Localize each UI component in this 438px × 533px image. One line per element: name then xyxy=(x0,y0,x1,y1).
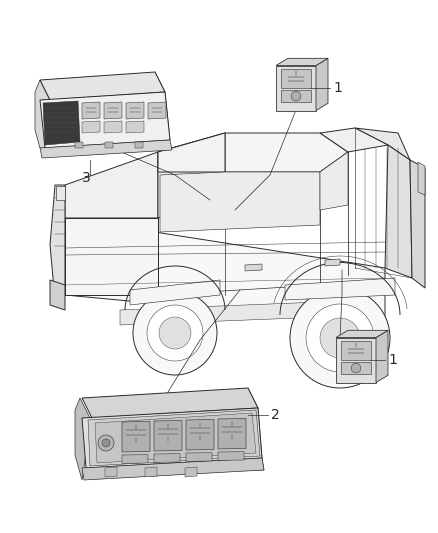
Polygon shape xyxy=(95,413,256,463)
Polygon shape xyxy=(385,145,412,278)
Text: 1: 1 xyxy=(388,353,397,367)
Polygon shape xyxy=(336,330,388,337)
Polygon shape xyxy=(316,58,328,110)
Polygon shape xyxy=(218,451,244,461)
Polygon shape xyxy=(410,160,425,288)
Polygon shape xyxy=(320,152,348,210)
Polygon shape xyxy=(158,133,225,218)
Polygon shape xyxy=(355,128,410,160)
Circle shape xyxy=(98,435,114,451)
Polygon shape xyxy=(276,58,328,66)
Text: 1: 1 xyxy=(333,81,342,95)
Polygon shape xyxy=(122,422,150,452)
Polygon shape xyxy=(186,453,212,461)
Polygon shape xyxy=(40,140,172,158)
Polygon shape xyxy=(122,455,148,463)
Polygon shape xyxy=(104,102,122,119)
Polygon shape xyxy=(158,133,225,172)
Polygon shape xyxy=(276,66,316,110)
Polygon shape xyxy=(82,102,100,119)
Polygon shape xyxy=(154,421,182,451)
Polygon shape xyxy=(35,80,50,148)
Polygon shape xyxy=(65,218,158,295)
Polygon shape xyxy=(120,300,375,325)
Polygon shape xyxy=(130,280,220,305)
Polygon shape xyxy=(40,92,170,148)
Circle shape xyxy=(291,91,301,101)
Polygon shape xyxy=(160,172,320,232)
Polygon shape xyxy=(218,418,246,449)
Polygon shape xyxy=(281,90,311,102)
Circle shape xyxy=(102,439,110,447)
Circle shape xyxy=(133,291,217,375)
Polygon shape xyxy=(50,280,65,310)
Polygon shape xyxy=(248,388,264,470)
Polygon shape xyxy=(56,186,65,200)
Circle shape xyxy=(306,304,374,372)
Polygon shape xyxy=(82,388,258,418)
Polygon shape xyxy=(126,102,144,119)
Polygon shape xyxy=(105,142,113,148)
Polygon shape xyxy=(281,69,311,88)
Polygon shape xyxy=(158,133,320,218)
Circle shape xyxy=(351,364,361,373)
Polygon shape xyxy=(145,467,157,477)
Circle shape xyxy=(290,288,390,388)
Polygon shape xyxy=(82,121,100,133)
Polygon shape xyxy=(82,458,264,480)
Polygon shape xyxy=(341,341,371,360)
Polygon shape xyxy=(82,408,262,468)
Polygon shape xyxy=(245,264,262,271)
Polygon shape xyxy=(75,142,83,148)
Text: 3: 3 xyxy=(82,171,91,185)
Polygon shape xyxy=(65,152,158,218)
Polygon shape xyxy=(185,467,197,477)
Polygon shape xyxy=(126,121,144,133)
Polygon shape xyxy=(158,133,348,172)
Polygon shape xyxy=(325,259,340,266)
Polygon shape xyxy=(75,398,90,480)
Polygon shape xyxy=(104,121,122,133)
Polygon shape xyxy=(105,467,117,477)
Polygon shape xyxy=(135,142,143,148)
Circle shape xyxy=(320,318,360,358)
Polygon shape xyxy=(341,362,371,374)
Polygon shape xyxy=(88,410,260,466)
Text: 2: 2 xyxy=(271,408,280,422)
Polygon shape xyxy=(65,218,385,325)
Polygon shape xyxy=(148,102,166,119)
Polygon shape xyxy=(155,72,170,140)
Circle shape xyxy=(147,305,203,361)
Polygon shape xyxy=(43,101,80,145)
Polygon shape xyxy=(154,454,180,462)
Polygon shape xyxy=(285,278,395,300)
Polygon shape xyxy=(320,128,388,152)
Polygon shape xyxy=(336,337,376,383)
Polygon shape xyxy=(50,185,65,300)
Polygon shape xyxy=(40,72,165,100)
Polygon shape xyxy=(418,162,425,195)
Polygon shape xyxy=(186,419,214,450)
Circle shape xyxy=(159,317,191,349)
Polygon shape xyxy=(376,330,388,383)
